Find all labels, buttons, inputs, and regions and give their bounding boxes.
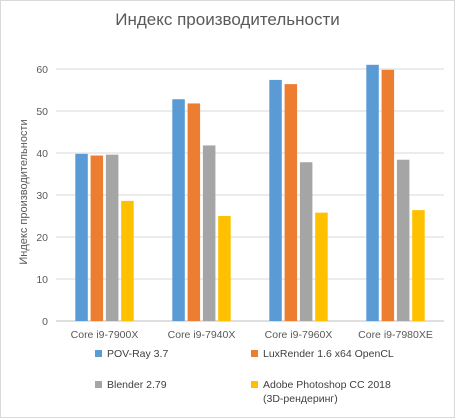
bar <box>121 200 134 321</box>
bar <box>172 99 185 322</box>
x-tick-label: Core i9-7900X <box>71 329 139 341</box>
bar <box>202 145 216 321</box>
bar <box>105 154 119 321</box>
legend-label: LuxRender 1.6 x64 OpenCL <box>263 348 394 360</box>
bar <box>90 155 104 321</box>
bar <box>396 159 410 321</box>
bar <box>412 210 425 321</box>
legend-item: Adobe Photoshop CC 2018 (3D-рендеринг) <box>251 378 393 406</box>
bar <box>269 79 282 321</box>
bar <box>187 103 201 321</box>
legend-swatch <box>95 350 102 357</box>
y-tick-label: 50 <box>36 106 48 118</box>
x-tick-label: Core i9-7980XE <box>358 329 433 341</box>
chart-title: Индекс производительности <box>115 10 340 29</box>
y-tick-label: 60 <box>36 64 48 76</box>
y-tick-label: 30 <box>36 190 48 202</box>
legend-item: Blender 2.79 <box>95 378 167 392</box>
bar <box>284 84 298 322</box>
bar <box>366 64 379 322</box>
x-tick-label: Core i9-7940X <box>168 329 236 341</box>
legend-swatch <box>95 381 102 388</box>
legend-swatch <box>251 350 258 357</box>
y-tick-label: 0 <box>42 316 48 328</box>
x-tick-label: Core i9-7960X <box>265 329 333 341</box>
y-tick-label: 20 <box>36 232 48 244</box>
legend-label: Blender 2.79 <box>107 379 167 391</box>
y-tick-label: 40 <box>36 148 48 160</box>
legend-label: POV-Ray 3.7 <box>107 348 169 360</box>
legend-swatch <box>251 381 258 388</box>
bar <box>75 153 88 321</box>
bar <box>218 216 231 321</box>
legend-item: LuxRender 1.6 x64 OpenCL <box>251 347 394 361</box>
y-tick-label: 10 <box>36 274 48 286</box>
legend-label: Adobe Photoshop CC 2018 (3D-рендеринг) <box>263 379 391 405</box>
bar <box>381 69 395 321</box>
legend-item: POV-Ray 3.7 <box>95 347 168 361</box>
bar <box>315 212 328 321</box>
bar <box>299 162 313 321</box>
